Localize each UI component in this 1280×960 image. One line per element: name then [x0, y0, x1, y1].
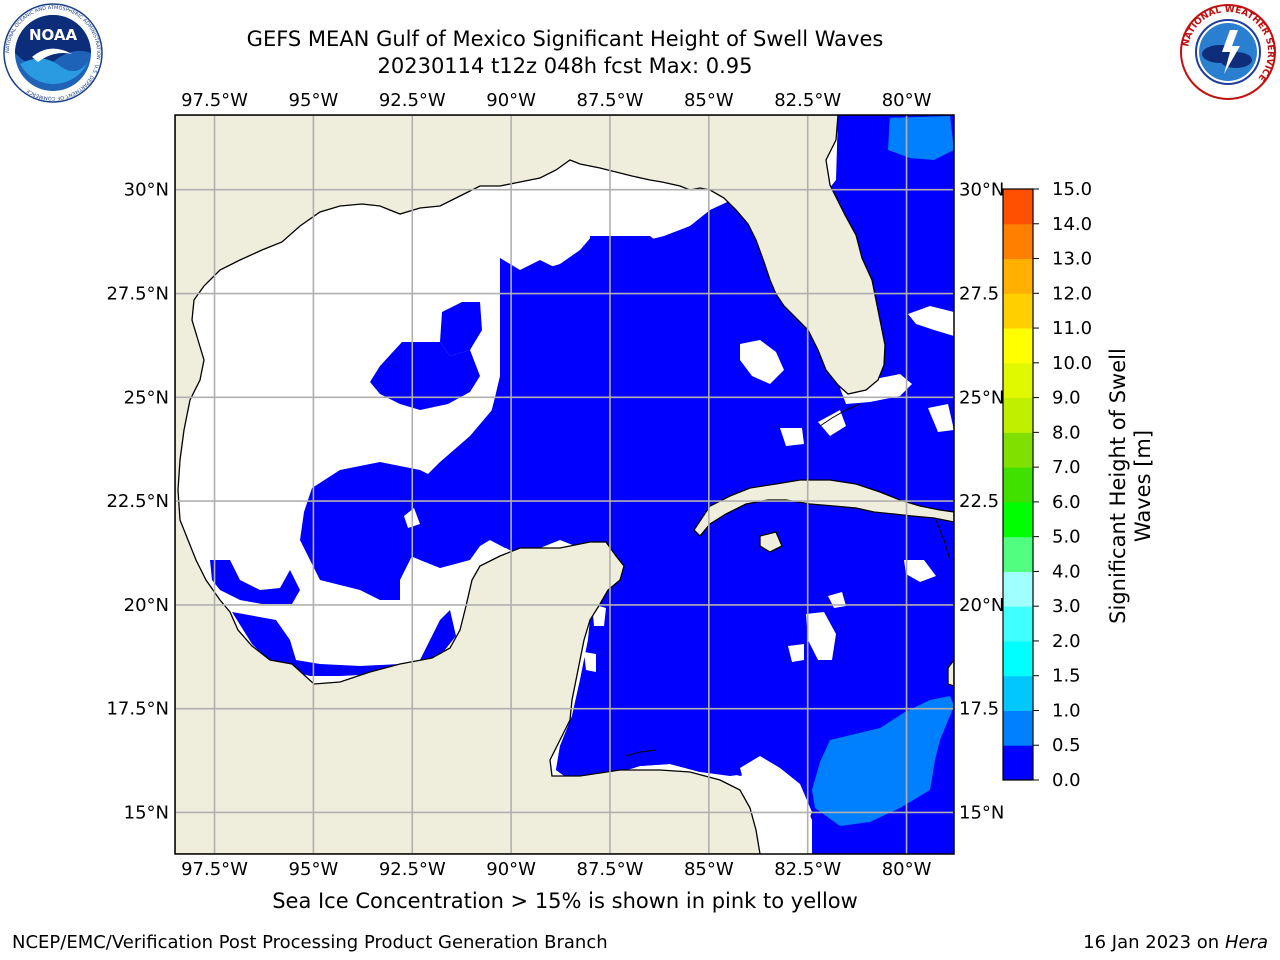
lon-tick-label: 80°W: [882, 859, 932, 880]
colorbar-swatch: [1003, 258, 1033, 294]
land: [175, 115, 954, 854]
lon-tick-label: 85°W: [684, 90, 734, 111]
colorbar-ticks: 0.0 0.5 1.0 1.5 2.0 3.0 4.0 5.0 6.0 7.0 8.0 9.0 10.0…: [1033, 179, 1092, 791]
lon-tick-label: 82.5°W: [774, 90, 841, 111]
lon-tick-label: 82.5°W: [774, 859, 841, 880]
colorbar: [1002, 188, 1034, 781]
colorbar-tick-label: 14.0: [1052, 214, 1092, 235]
colorbar-tick-label: 12.0: [1052, 283, 1092, 304]
colorbar-tick-label: 9.0: [1052, 388, 1081, 409]
lon-tick-label: 90°W: [486, 859, 536, 880]
map-area: [175, 115, 954, 854]
lon-tick-label: 95°W: [289, 859, 339, 880]
colorbar-swatch: [1003, 223, 1033, 260]
colorbar-swatch: [1003, 397, 1033, 433]
sea-ice-note: Sea Ice Concentration > 15% is shown in …: [272, 889, 858, 913]
lon-tick-label: 92.5°W: [379, 90, 446, 111]
lat-tick-label-right: 17.5: [959, 699, 999, 720]
lat-tick-label: 30°N: [124, 180, 169, 201]
colorbar-tick-label: 1.0: [1052, 700, 1081, 721]
colorbar-tick-label: 6.0: [1052, 492, 1081, 513]
footer-machine: Hera: [1224, 932, 1268, 953]
colorbar-tick-label: 15.0: [1052, 179, 1092, 200]
lat-tick-label-right: 27.5: [959, 284, 999, 305]
map-frame: [174, 114, 955, 855]
lat-tick-label: 17.5°N: [106, 699, 169, 720]
colorbar-tick-label: 0.5: [1052, 735, 1081, 756]
lat-labels-left: 30°N 27.5°N 25°N 22.5°N 20°N 17.5°N 15°N: [106, 180, 169, 824]
lat-tick-label-right: 22.5: [959, 491, 999, 512]
colorbar-tick-label: 13.0: [1052, 249, 1092, 270]
colorbar-swatch: [1003, 467, 1033, 503]
lat-tick-label-right: 25°N: [959, 387, 1004, 408]
lon-tick-label: 97.5°W: [181, 859, 248, 880]
colorbar-swatch: [1003, 710, 1033, 746]
colorbar-swatch: [1003, 640, 1033, 677]
colorbar-tick-label: 5.0: [1052, 527, 1081, 548]
coastline-details: [625, 403, 951, 757]
lon-tick-label: 87.5°W: [577, 90, 644, 111]
lon-tick-label: 87.5°W: [577, 859, 644, 880]
colorbar-tick-label: 7.0: [1052, 457, 1081, 478]
noaa-logo-text: NOAA: [29, 26, 78, 44]
lon-tick-label: 92.5°W: [379, 859, 446, 880]
colorbar-tick-label: 0.0: [1052, 770, 1081, 791]
colorbar-tick-label: 3.0: [1052, 596, 1081, 617]
nws-logo: NATIONAL WEATHER SERVICE: [1180, 4, 1276, 100]
footer-credit: NCEP/EMC/Verification Post Processing Pr…: [12, 932, 608, 953]
lat-tick-label: 27.5°N: [106, 284, 169, 305]
colorbar-swatch: [1003, 675, 1033, 711]
lat-tick-label-right: 15°N: [959, 802, 1004, 823]
footer-date: 16 Jan 2023 on Hera: [1083, 932, 1268, 953]
colorbar-swatch: [1003, 362, 1033, 399]
colorbar-tick-label: 11.0: [1052, 318, 1092, 339]
chart-subtitle: 20230114 t12z 048h fcst Max: 0.95: [377, 54, 753, 78]
noaa-logo: NOAA NATIONAL OCEANIC AND ATMOSPHERIC AD…: [3, 3, 103, 103]
graticule: [175, 115, 954, 854]
lon-tick-label: 85°W: [684, 859, 734, 880]
lat-labels-right: 30°N 27.5 25°N 22.5 20°N 17.5 15°N: [959, 180, 1004, 824]
colorbar-swatch: [1003, 328, 1033, 364]
lon-tick-label: 80°W: [882, 90, 932, 111]
lat-tick-label: 15°N: [124, 802, 169, 823]
lon-tick-label: 95°W: [289, 90, 339, 111]
colorbar-tick-label: 4.0: [1052, 561, 1081, 582]
colorbar-label-line2: Waves [m]: [1131, 430, 1155, 542]
lon-tick-label: 97.5°W: [181, 90, 248, 111]
colorbar-tick-label: 10.0: [1052, 353, 1092, 374]
lat-tick-label: 22.5°N: [106, 491, 169, 512]
lon-labels-top: 97.5°W 95°W 92.5°W 90°W 87.5°W 85°W 82.5°W 80°W: [181, 90, 932, 111]
colorbar-swatch: [1003, 606, 1033, 642]
colorbar-tick-label: 8.0: [1052, 422, 1081, 443]
colorbar-frame: [1002, 188, 1034, 781]
lon-tick-label: 90°W: [486, 90, 536, 111]
no-data-blobs: [384, 306, 954, 850]
lon-labels-bottom: 97.5°W 95°W 92.5°W 90°W 87.5°W 85°W 82.5°W 80°W: [181, 859, 932, 880]
chart-title: GEFS MEAN Gulf of Mexico Significant Hei…: [246, 27, 884, 51]
colorbar-swatch: [1003, 745, 1033, 781]
lat-tick-label-right: 30°N: [959, 180, 1004, 201]
colorbar-swatch: [1003, 536, 1033, 572]
colorbar-swatch: [1003, 293, 1033, 329]
lat-tick-label: 20°N: [124, 595, 169, 616]
footer-date-text: 16 Jan 2023 on: [1083, 932, 1220, 953]
colorbar-tick-label: 2.0: [1052, 631, 1081, 652]
lat-tick-label: 25°N: [124, 387, 169, 408]
lat-tick-label-right: 20°N: [959, 595, 1004, 616]
colorbar-swatch: [1003, 432, 1033, 468]
colorbar-swatch: [1003, 501, 1033, 538]
colorbar-label-line1: Significant Height of Swell: [1106, 348, 1130, 624]
colorbar-tick-label: 1.5: [1052, 666, 1081, 687]
colorbar-swatch: [1003, 189, 1033, 225]
colorbar-swatch: [1003, 571, 1033, 607]
